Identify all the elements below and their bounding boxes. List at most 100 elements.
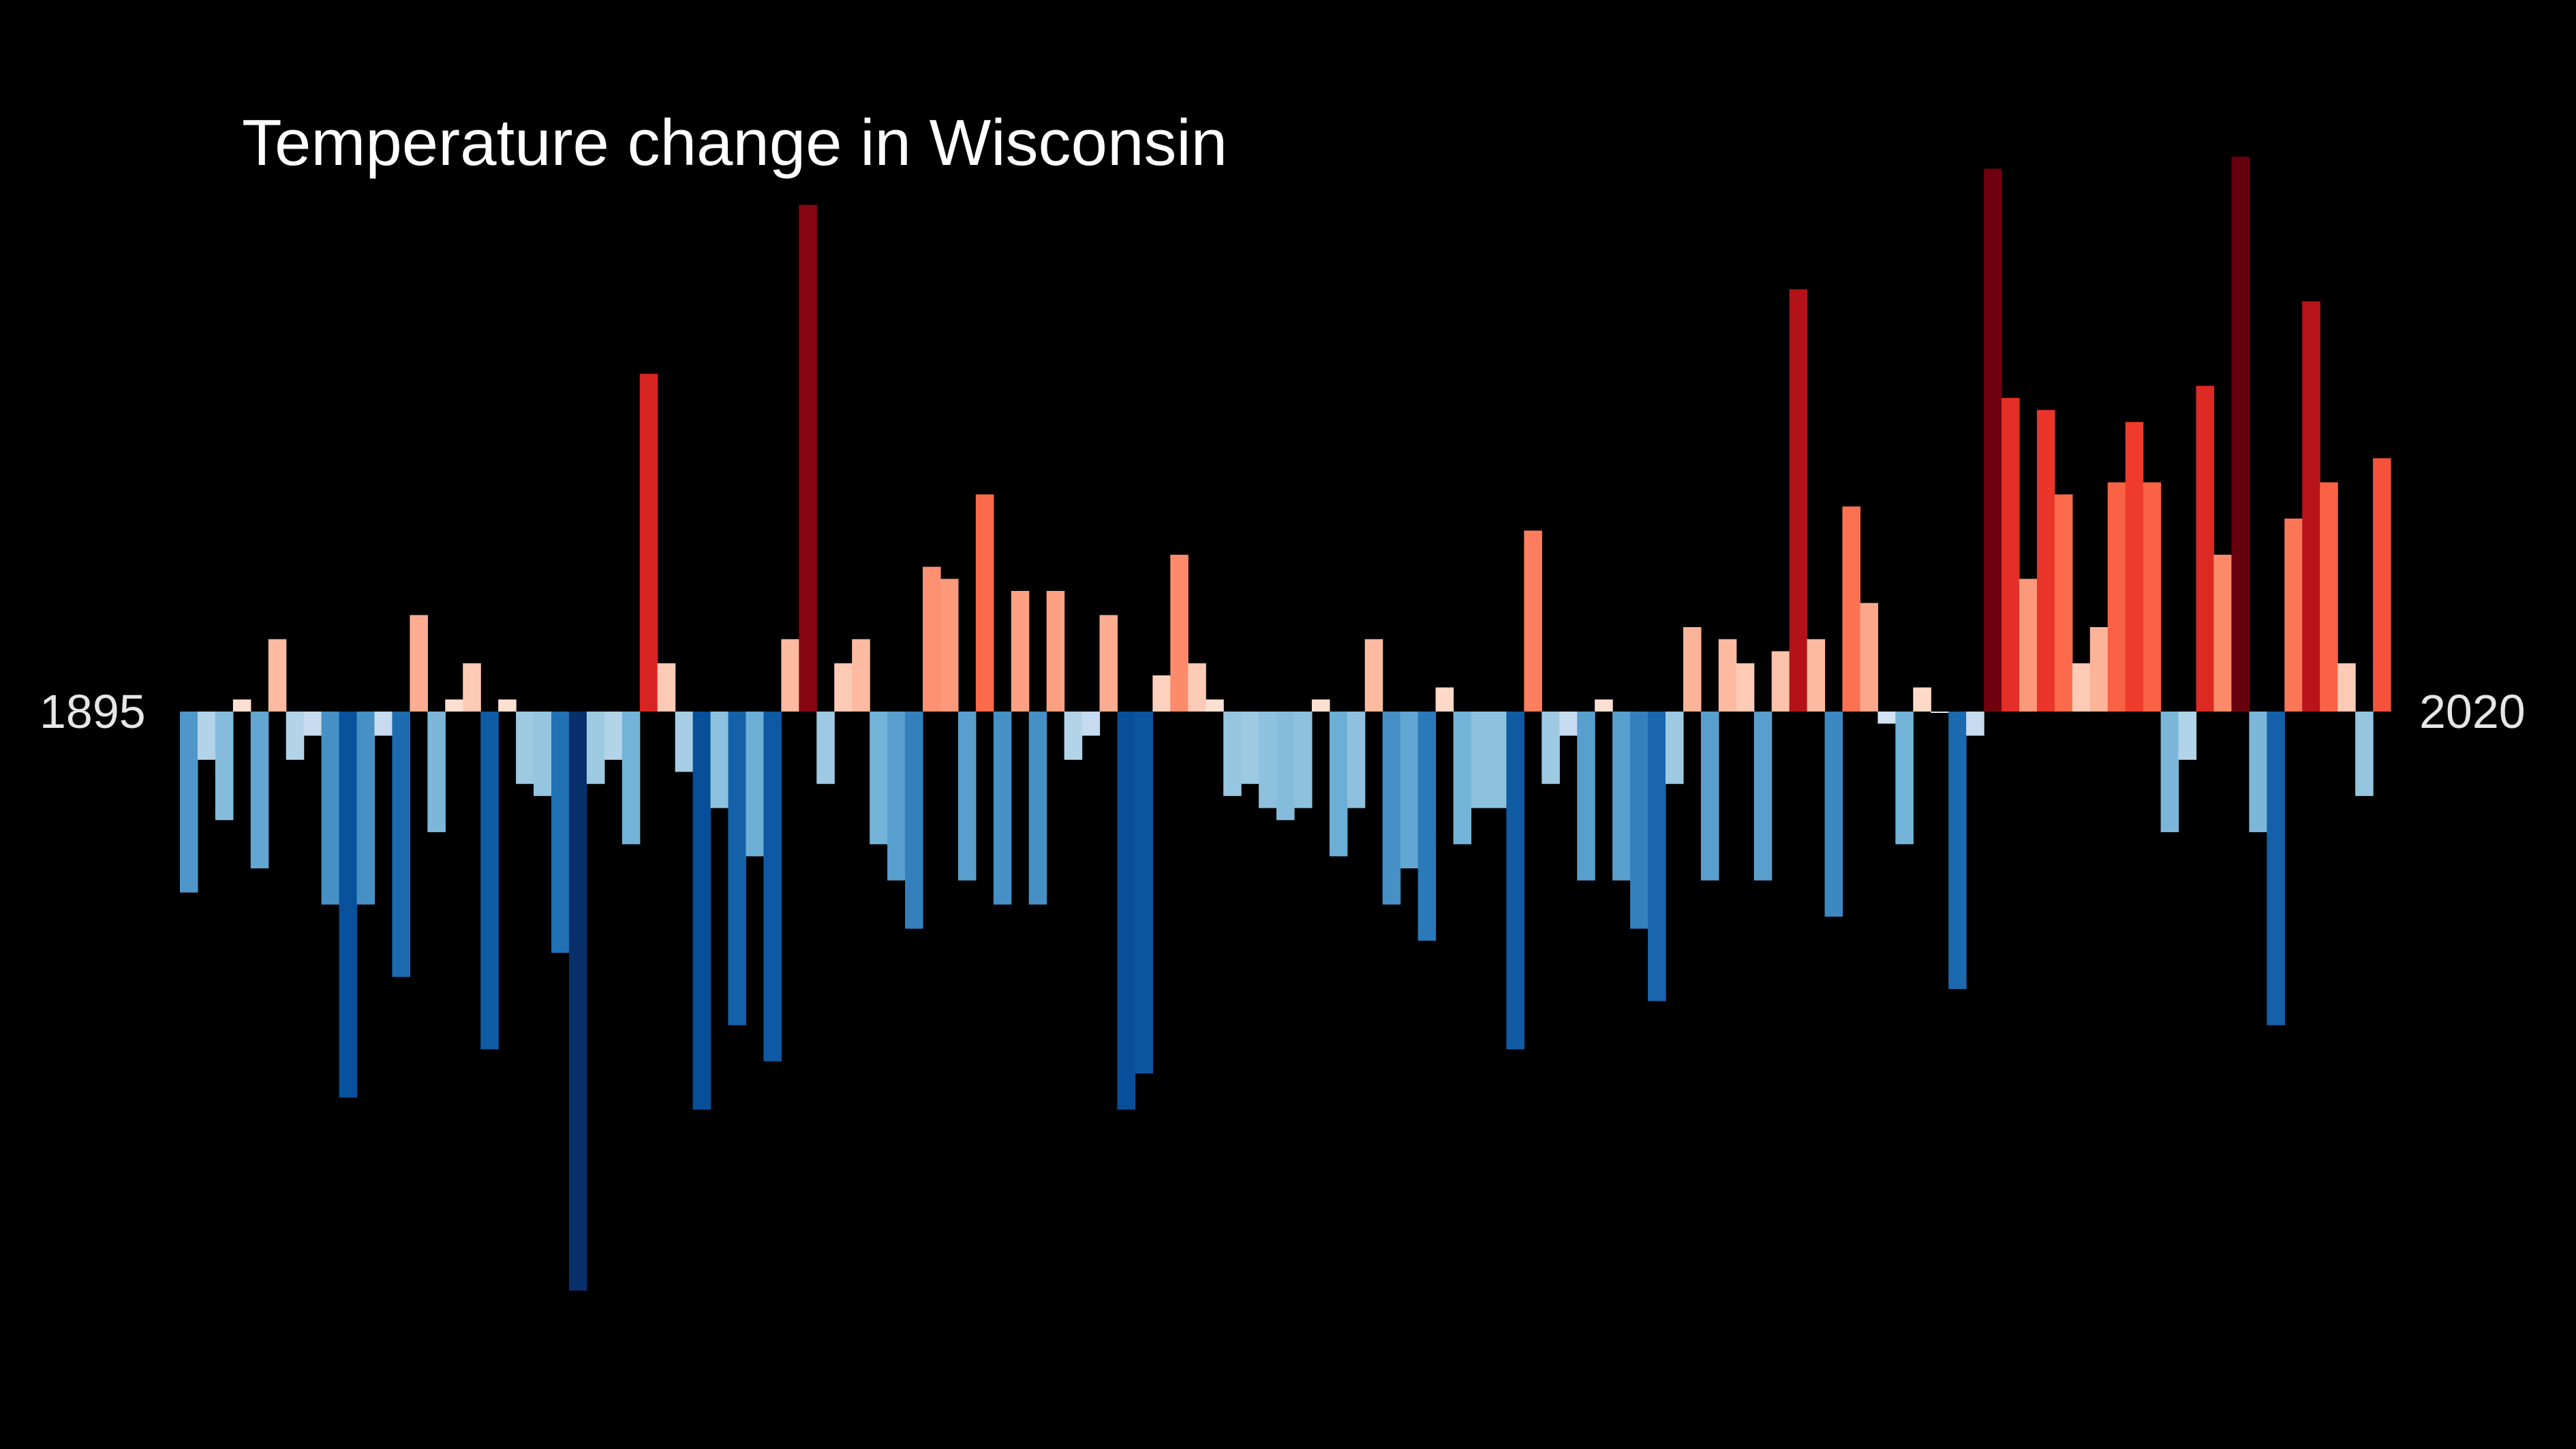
bar-2010 bbox=[2213, 554, 2233, 712]
bar-1902 bbox=[303, 712, 322, 736]
bar-2016 bbox=[2320, 482, 2338, 712]
bar-1944 bbox=[1046, 591, 1065, 712]
bar-1943 bbox=[1028, 712, 1047, 905]
bar-1896 bbox=[197, 712, 216, 760]
bar-1909 bbox=[427, 712, 446, 832]
bar-2008 bbox=[2178, 712, 2197, 760]
bar-1898 bbox=[232, 699, 251, 712]
bar-1982 bbox=[1718, 639, 1737, 712]
bar-1971 bbox=[1524, 530, 1542, 712]
bar-1929 bbox=[781, 639, 799, 712]
bar-1911 bbox=[463, 663, 481, 712]
bar-1899 bbox=[250, 712, 269, 869]
bar-2015 bbox=[2302, 301, 2320, 712]
bar-1950 bbox=[1152, 675, 1171, 712]
bar-1930 bbox=[799, 204, 817, 712]
bar-1923 bbox=[675, 712, 694, 772]
bar-1957 bbox=[1276, 712, 1295, 821]
bar-1910 bbox=[445, 699, 463, 712]
bar-1901 bbox=[286, 712, 305, 760]
bar-1984 bbox=[1753, 712, 1773, 881]
bar-1922 bbox=[657, 663, 676, 712]
bar-1904 bbox=[339, 712, 358, 1098]
bar-1976 bbox=[1612, 712, 1631, 881]
bar-1959 bbox=[1311, 699, 1330, 712]
bar-1941 bbox=[993, 712, 1012, 905]
bar-1949 bbox=[1135, 712, 1153, 1073]
bar-1981 bbox=[1700, 712, 1719, 881]
start-year-label: 1895 bbox=[40, 685, 146, 738]
bar-1978 bbox=[1648, 712, 1666, 1001]
bar-1973 bbox=[1559, 712, 1578, 736]
bar-1903 bbox=[321, 712, 340, 905]
bar-1897 bbox=[215, 712, 234, 821]
bar-1991 bbox=[1877, 712, 1896, 724]
bar-1918 bbox=[586, 712, 605, 784]
chart-title: Temperature change in Wisconsin bbox=[242, 106, 1228, 179]
bar-2009 bbox=[2196, 386, 2215, 712]
bar-2012 bbox=[2249, 712, 2267, 832]
bar-1907 bbox=[392, 712, 410, 977]
bar-1962 bbox=[1364, 639, 1383, 712]
bar-1905 bbox=[356, 712, 375, 905]
bar-1999 bbox=[2019, 579, 2038, 712]
bar-1916 bbox=[551, 712, 570, 953]
bar-1940 bbox=[975, 494, 994, 712]
bar-1927 bbox=[746, 712, 765, 857]
bar-1908 bbox=[410, 615, 428, 712]
bar-1977 bbox=[1630, 712, 1649, 929]
bar-1992 bbox=[1895, 712, 1914, 844]
bar-1994 bbox=[1931, 712, 1949, 713]
bar-1935 bbox=[887, 712, 906, 881]
bar-1953 bbox=[1206, 699, 1224, 712]
bar-1914 bbox=[516, 712, 534, 784]
bar-1954 bbox=[1223, 712, 1242, 796]
bar-1960 bbox=[1329, 712, 1348, 857]
bar-2004 bbox=[2107, 482, 2126, 712]
bar-1993 bbox=[1913, 687, 1931, 712]
bar-1917 bbox=[568, 712, 587, 1291]
bar-1961 bbox=[1347, 712, 1366, 808]
bar-1990 bbox=[1860, 603, 1878, 712]
bar-1998 bbox=[2002, 397, 2020, 712]
bar-2001 bbox=[2054, 494, 2073, 712]
bar-1945 bbox=[1064, 712, 1083, 760]
bar-1965 bbox=[1417, 712, 1437, 941]
bar-1964 bbox=[1400, 712, 1419, 869]
bar-1985 bbox=[1771, 651, 1790, 712]
bar-1906 bbox=[374, 712, 393, 736]
bar-1926 bbox=[728, 712, 747, 1026]
bar-2011 bbox=[2231, 156, 2250, 712]
bar-1997 bbox=[1984, 168, 2002, 712]
bar-1995 bbox=[1948, 712, 1967, 990]
bar-1986 bbox=[1789, 289, 1808, 712]
bar-1956 bbox=[1259, 712, 1277, 808]
bar-1963 bbox=[1382, 712, 1401, 905]
bar-2019 bbox=[2373, 458, 2391, 712]
bar-1968 bbox=[1471, 712, 1490, 808]
bar-1924 bbox=[692, 712, 711, 1110]
bar-1946 bbox=[1082, 712, 1101, 736]
bar-1919 bbox=[604, 712, 623, 760]
bar-2002 bbox=[2072, 663, 2091, 712]
bar-1921 bbox=[639, 373, 658, 712]
bar-1975 bbox=[1595, 699, 1613, 712]
bar-1966 bbox=[1435, 687, 1454, 712]
bar-1920 bbox=[622, 712, 641, 844]
bar-1980 bbox=[1683, 627, 1702, 712]
bar-1913 bbox=[498, 699, 517, 712]
bar-2014 bbox=[2284, 518, 2303, 712]
bar-1955 bbox=[1241, 712, 1259, 784]
bar-2006 bbox=[2143, 482, 2162, 712]
end-year-label: 2020 bbox=[2419, 685, 2526, 738]
bar-1912 bbox=[480, 712, 499, 1050]
bar-2018 bbox=[2355, 712, 2374, 796]
bar-1925 bbox=[710, 712, 729, 808]
bar-1932 bbox=[834, 663, 853, 712]
bar-2003 bbox=[2089, 627, 2109, 712]
bar-1988 bbox=[1824, 712, 1843, 917]
bar-1969 bbox=[1488, 712, 1507, 808]
bar-2017 bbox=[2337, 663, 2356, 712]
